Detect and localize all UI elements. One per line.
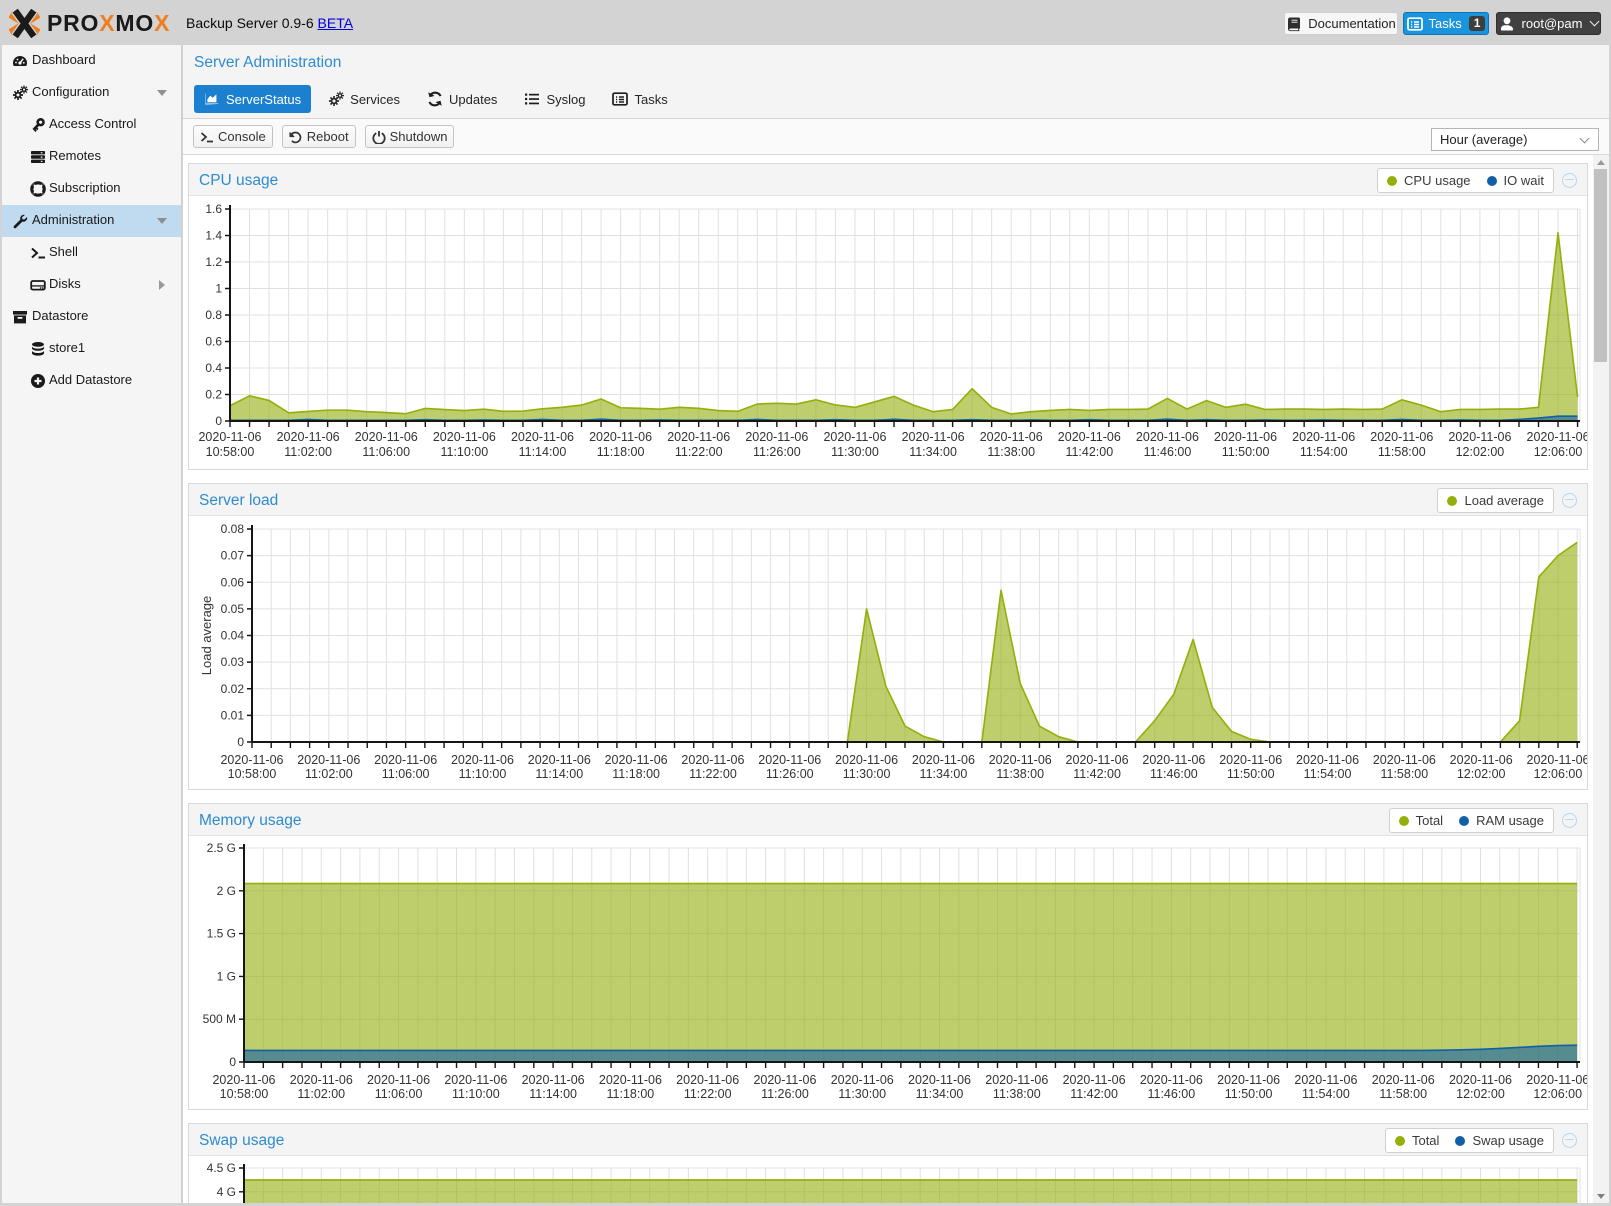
svg-text:1: 1 [215, 282, 222, 296]
svg-text:0.08: 0.08 [221, 522, 245, 536]
svg-text:Load average: Load average [199, 596, 214, 676]
svg-text:0.07: 0.07 [221, 549, 245, 563]
svg-text:4.5 G: 4.5 G [207, 1161, 236, 1175]
svg-text:1 G: 1 G [217, 969, 236, 983]
svg-text:0.03: 0.03 [221, 655, 245, 669]
svg-text:1.6: 1.6 [205, 202, 222, 216]
svg-text:0.4: 0.4 [205, 361, 222, 375]
svg-text:0: 0 [237, 735, 244, 749]
svg-text:500 M: 500 M [203, 1012, 236, 1026]
svg-text:0: 0 [215, 414, 222, 428]
svg-text:0.01: 0.01 [221, 708, 245, 722]
svg-text:0.6: 0.6 [205, 335, 222, 349]
svg-text:0.05: 0.05 [221, 602, 245, 616]
svg-text:0.02: 0.02 [221, 682, 245, 696]
svg-text:0.06: 0.06 [221, 575, 245, 589]
svg-text:1.4: 1.4 [205, 229, 222, 243]
svg-text:4 G: 4 G [217, 1185, 236, 1199]
svg-text:1.5 G: 1.5 G [207, 927, 236, 941]
svg-text:0.04: 0.04 [221, 629, 245, 643]
svg-text:1.2: 1.2 [205, 255, 222, 269]
svg-text:2 G: 2 G [217, 884, 236, 898]
svg-text:0.8: 0.8 [205, 308, 222, 322]
svg-text:0: 0 [229, 1055, 236, 1069]
svg-text:2.5 G: 2.5 G [207, 841, 236, 855]
svg-text:0.2: 0.2 [205, 388, 222, 402]
